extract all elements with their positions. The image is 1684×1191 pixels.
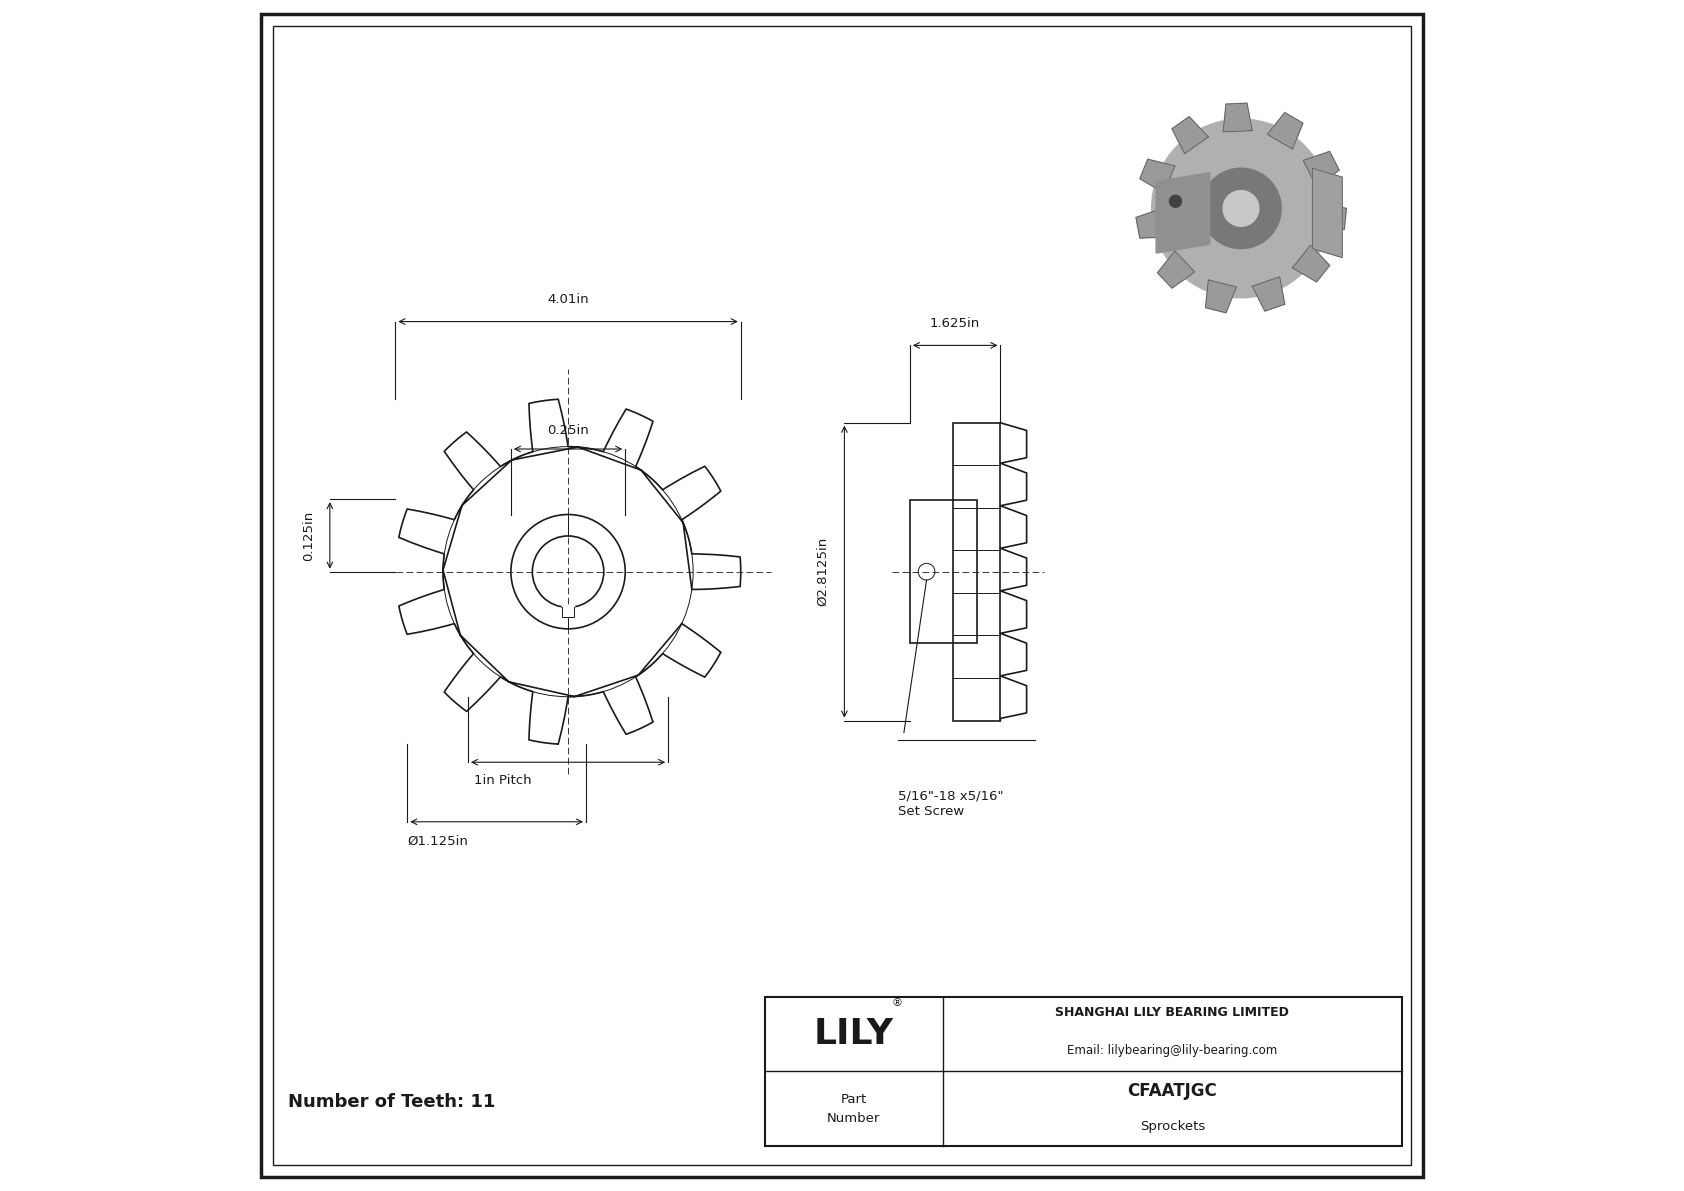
Text: ®: ® (893, 998, 903, 1008)
Polygon shape (1172, 117, 1209, 154)
Text: Ø1.125in: Ø1.125in (408, 835, 468, 848)
Bar (953, 423, 1000, 721)
Text: CFAATJGC: CFAATJGC (1128, 1081, 1218, 1099)
Text: Part
Number: Part Number (827, 1092, 881, 1124)
Text: 1.625in: 1.625in (930, 317, 980, 330)
Polygon shape (1292, 245, 1330, 282)
Text: LILY: LILY (813, 1017, 894, 1052)
Text: Ø2.8125in: Ø2.8125in (817, 537, 829, 606)
Text: Sprockets: Sprockets (1140, 1120, 1206, 1133)
Circle shape (1201, 168, 1282, 249)
Polygon shape (1140, 160, 1175, 193)
Polygon shape (1268, 112, 1303, 149)
Polygon shape (1137, 208, 1167, 238)
Polygon shape (1157, 251, 1194, 288)
Text: 0.25in: 0.25in (547, 424, 589, 437)
Bar (562, 605, 574, 617)
Polygon shape (1206, 280, 1236, 313)
Text: 1in Pitch: 1in Pitch (473, 774, 532, 787)
Text: Email: lilybearing@lily-bearing.com: Email: lilybearing@lily-bearing.com (1068, 1045, 1278, 1058)
Polygon shape (1157, 173, 1209, 254)
Text: Number of Teeth: 11: Number of Teeth: 11 (288, 1092, 495, 1111)
Circle shape (1169, 195, 1182, 207)
Polygon shape (1303, 151, 1339, 186)
Bar (909, 500, 977, 643)
Text: SHANGHAI LILY BEARING LIMITED: SHANGHAI LILY BEARING LIMITED (1056, 1006, 1290, 1019)
Bar (765, 997, 1401, 1146)
Polygon shape (1253, 276, 1285, 311)
Polygon shape (1312, 168, 1342, 257)
Text: 4.01in: 4.01in (547, 293, 589, 306)
Text: 5/16"-18 x5/16"
Set Screw: 5/16"-18 x5/16" Set Screw (898, 790, 1004, 818)
Circle shape (1152, 119, 1330, 298)
Text: 0.125in: 0.125in (303, 510, 315, 561)
Circle shape (1223, 191, 1260, 226)
Polygon shape (1223, 104, 1253, 132)
Polygon shape (1317, 201, 1347, 231)
